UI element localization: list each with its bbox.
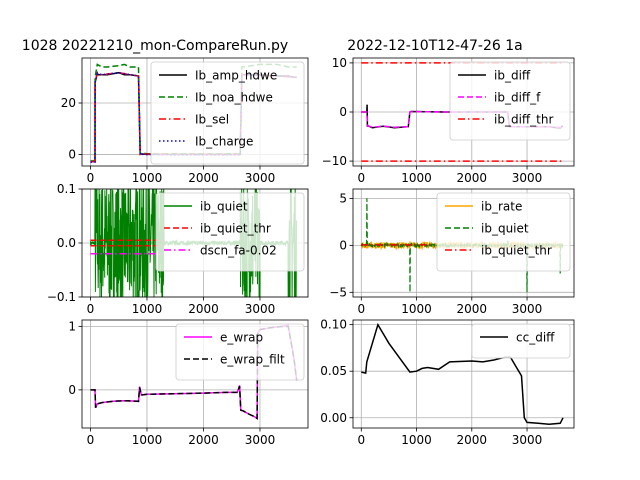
- subplot-6: 0 1000 2000 3000 0.00 0.05 0.10 cc_diff: [320, 318, 575, 447]
- series-line: [90, 325, 298, 420]
- subplot-5: 0 1000 2000 3000 0 1 e_wrap e_wrap_filt: [68, 319, 309, 447]
- series-ib_diff_thr: [361, 62, 563, 162]
- figure-title-left: 1028 20221210_mon-CompareRun.py: [22, 38, 288, 54]
- legend-label: ib_diff_f: [494, 91, 541, 105]
- x-tick-label: 2000: [188, 302, 219, 316]
- legend: ib_diff ib_diff_f ib_diff_thr: [449, 61, 571, 141]
- subplot-1: 0 1000 2000 3000020Ib_amp_hdweIb_noa_hdweIb…: [61, 57, 309, 185]
- legend-label: ib_quiet: [200, 200, 248, 214]
- legend-label: ib_quiet_thr: [200, 222, 271, 236]
- legend-label: cc_diff: [516, 331, 555, 345]
- y-tick-label: 1: [68, 319, 76, 333]
- legend-label: ib_rate: [481, 200, 522, 214]
- y-tick-label: 10: [332, 56, 347, 70]
- y-tick-label: 0.05: [320, 364, 347, 378]
- y-tick-label: 0.0: [57, 236, 76, 250]
- legend-label: ib_diff: [494, 69, 531, 83]
- legend-label: ib_quiet: [481, 222, 529, 236]
- plot-area: [361, 322, 564, 426]
- subplot-2: 0 1000 2000 3000−10010ib_diffib_diff_fib_di…: [322, 56, 575, 185]
- legend-label: Ib_amp_hdwe: [195, 69, 277, 83]
- x-tick-label: 2000: [188, 433, 219, 447]
- x-tick-label: 2000: [457, 171, 488, 185]
- x-tick-label: 1000: [132, 171, 163, 185]
- legend-label: dscn_fa-0.02: [200, 244, 277, 258]
- subplot-4: 0 1000 2000 3000 −5 0 5 ib_rate ib_quiet ib_quiet…: [329, 188, 575, 316]
- legend-label: ib_diff_thr: [494, 113, 553, 127]
- series-cc_diff: [361, 322, 564, 426]
- x-tick-label: 2000: [457, 433, 488, 447]
- legend-box: [155, 192, 305, 272]
- legend-label: ib_quiet_thr: [481, 244, 552, 258]
- axes-frame: [352, 188, 575, 298]
- x-tick-label: 0: [357, 302, 365, 316]
- x-tick-label: 3000: [245, 302, 276, 316]
- x-tick-label: 1000: [132, 302, 163, 316]
- subplot-3: 0 1000 2000 3000 −0.1 0.0 0.1 ib_quiet ib_quiet_…: [47, 182, 309, 316]
- figure-title-right: 2022-12-10T12-47-26 1a: [347, 38, 522, 54]
- legend-box: [436, 192, 571, 272]
- x-tick-label: 0: [87, 171, 95, 185]
- legend: ib_rate ib_quiet ib_quiet_thr: [436, 192, 571, 272]
- legend: cc_diff: [471, 323, 571, 359]
- legend: Ib_amp_hdwe Ib_noa_hdwe Ib_sel Ib_charge: [150, 61, 305, 165]
- legend: ib_quiet ib_quiet_thr dscn_fa-0.02: [155, 192, 305, 272]
- x-tick-label: 3000: [245, 433, 276, 447]
- legend-box: [471, 323, 571, 359]
- y-tick-label: 0.1: [57, 182, 76, 196]
- x-tick-label: 3000: [245, 171, 276, 185]
- subplot-grid: 0 1000 2000 3000020Ib_amp_hdweIb_noa_hdweIb…: [47, 56, 575, 447]
- x-tick-label: 2000: [188, 171, 219, 185]
- x-tick-label: 1000: [401, 171, 432, 185]
- y-tick-label: 5: [339, 191, 347, 205]
- x-tick-label: 3000: [512, 433, 543, 447]
- y-tick-label: 0: [339, 105, 347, 119]
- y-tick-label: 0.10: [320, 318, 347, 332]
- y-tick-label: 0: [68, 147, 76, 161]
- y-tick-label: −10: [322, 154, 347, 168]
- y-tick-label: −5: [329, 285, 347, 299]
- y-tick-label: 20: [61, 96, 76, 110]
- y-tick-label: 0: [339, 238, 347, 252]
- x-tick-label: 3000: [512, 171, 543, 185]
- series-line: [361, 322, 564, 426]
- x-tick-label: 1000: [401, 433, 432, 447]
- x-tick-label: 2000: [457, 302, 488, 316]
- axes-frame: [81, 57, 309, 167]
- x-tick-label: 1000: [132, 433, 163, 447]
- x-tick-label: 1000: [401, 302, 432, 316]
- legend-label: Ib_charge: [195, 135, 253, 149]
- series-e_wrap_filt: [90, 325, 298, 420]
- legend: e_wrap e_wrap_filt: [175, 323, 305, 381]
- axes-frame: [352, 319, 575, 429]
- y-tick-label: 0: [68, 383, 76, 397]
- x-tick-label: 0: [87, 433, 95, 447]
- legend-box: [175, 323, 305, 381]
- legend-label: Ib_noa_hdwe: [195, 91, 273, 105]
- legend-label: e_wrap_filt: [220, 353, 285, 367]
- x-tick-label: 0: [357, 433, 365, 447]
- legend-label: Ib_sel: [195, 113, 229, 127]
- y-tick-label: 0.00: [320, 411, 347, 425]
- x-tick-label: 3000: [512, 302, 543, 316]
- legend-box: [150, 61, 305, 165]
- x-tick-label: 0: [87, 302, 95, 316]
- axes-frame: [81, 319, 309, 429]
- series-ib_quiet_thr: [90, 239, 164, 247]
- y-tick-label: −0.1: [47, 290, 76, 304]
- legend-label: e_wrap: [220, 331, 263, 345]
- x-tick-label: 0: [357, 171, 365, 185]
- legend-box: [449, 61, 571, 141]
